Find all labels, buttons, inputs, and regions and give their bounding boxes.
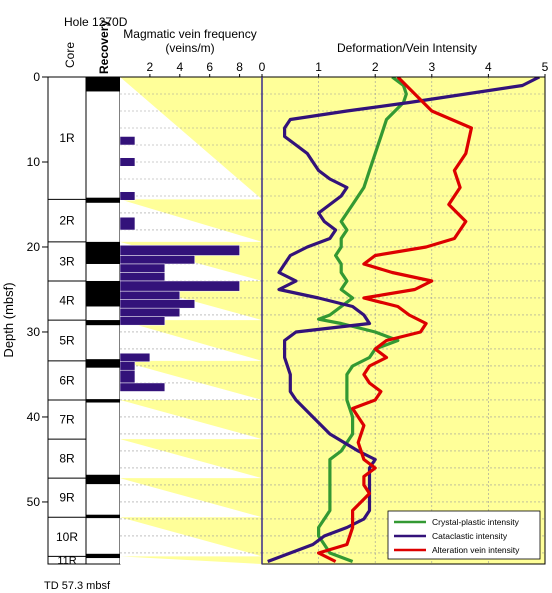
vein-bar: [120, 255, 195, 265]
vein-bar: [120, 382, 166, 392]
vein-bar: [120, 307, 181, 317]
vein-bar: [120, 361, 136, 371]
vein-tick-label: 8: [236, 60, 243, 74]
series-line-1: [267, 77, 541, 563]
depth-axis: 0 10 20 30 40 50: [27, 70, 49, 564]
vein-bar: [120, 216, 136, 231]
intensity-legend: Crystal-plastic intensity Cataclastic int…: [387, 510, 541, 560]
vein-bar: [120, 272, 166, 282]
vein-tick-label: 6: [206, 60, 213, 74]
total-depth-label: TD 57.3 mbsf: [44, 580, 111, 592]
core-label: 6R: [59, 373, 75, 387]
recovery-block: [86, 77, 120, 92]
vein-tick-label: 2: [147, 60, 154, 74]
vein-bar: [120, 245, 240, 256]
core-label: 4R: [59, 294, 75, 308]
vein-bar: [120, 299, 195, 309]
core-wedge: [120, 77, 262, 200]
core-wedge: [120, 556, 262, 564]
core-label: 11R: [57, 555, 76, 567]
hole-title: Hole 1270D: [64, 15, 128, 29]
intensity-tick-label: 2: [372, 60, 379, 74]
vein-frequency-unit: (veins/m): [165, 41, 214, 55]
vein-tick-label: 4: [176, 60, 183, 74]
intensity-panel: 0 1 2 3 4 5 Crystal-plastic intensity Cataclas…: [259, 60, 549, 565]
intensity-tick-label: 4: [485, 60, 492, 74]
intensity-tick-label: 5: [542, 60, 549, 74]
series-line-0: [317, 77, 408, 563]
intensity-tick-label: 3: [428, 60, 435, 74]
recovery-block: [86, 553, 120, 559]
legend-label: Cataclastic intensity: [432, 531, 508, 541]
recovery-block: [86, 399, 120, 403]
recovery-header: Recovery: [97, 20, 111, 74]
core-label: 5R: [59, 333, 75, 347]
core-wedge: [120, 199, 262, 242]
recovery-block: [86, 359, 120, 368]
vein-bar: [120, 136, 136, 146]
intensity-title: Deformation/Vein Intensity: [337, 41, 477, 55]
vein-bar: [120, 290, 181, 300]
depth-axis-label: Depth (mbsf): [1, 282, 16, 357]
core-label: 8R: [59, 452, 75, 466]
vein-bar: [120, 263, 166, 273]
core-header: Core: [63, 42, 77, 68]
intensity-tick-label: 0: [259, 60, 266, 74]
core-wedge: [120, 439, 262, 479]
recovery-block: [86, 474, 120, 485]
vein-bar: [120, 280, 240, 292]
recovery-column: [85, 76, 121, 565]
core-wedge: [120, 360, 262, 400]
depth-tick-label: 40: [27, 410, 41, 424]
depth-tick-label: 0: [33, 70, 40, 84]
vein-bar: [120, 157, 136, 167]
core-wedge: [120, 399, 262, 440]
recovery-block: [86, 320, 120, 326]
vein-frequency-title: Magmatic vein frequency: [123, 27, 256, 41]
core-label: 3R: [59, 254, 75, 268]
core-column: 1R 2R 3R 4R 5R 6R 7R 8R 9R 10R 11R: [47, 76, 87, 567]
recovery-block: [86, 514, 120, 519]
core-wedge: [120, 517, 262, 557]
recovery-block: [86, 197, 120, 203]
depth-tick-label: 20: [27, 240, 41, 254]
core-label: 7R: [59, 413, 75, 427]
core-label: 1R: [59, 131, 75, 145]
legend-label: Crystal-plastic intensity: [432, 517, 520, 527]
recovery-block: [86, 280, 120, 307]
depth-tick-label: 30: [27, 325, 41, 339]
vein-bar: [120, 316, 166, 326]
series-line-2: [317, 77, 473, 563]
legend-label: Alteration vein intensity: [432, 545, 520, 555]
depth-tick-label: 10: [27, 155, 41, 169]
core-label: 9R: [59, 491, 75, 505]
vein-bar: [120, 191, 136, 201]
intensity-tick-label: 1: [315, 60, 322, 74]
core-label: 2R: [59, 214, 75, 228]
vein-bar: [120, 369, 136, 384]
core-wedge: [120, 478, 262, 518]
core-label: 10R: [56, 530, 78, 544]
vein-bar: [120, 352, 151, 362]
vein-frequency-panel: 2 4 6 8: [120, 60, 262, 564]
recovery-block: [86, 241, 120, 264]
depth-tick-label: 50: [27, 495, 41, 509]
core-wedge: [120, 320, 262, 361]
